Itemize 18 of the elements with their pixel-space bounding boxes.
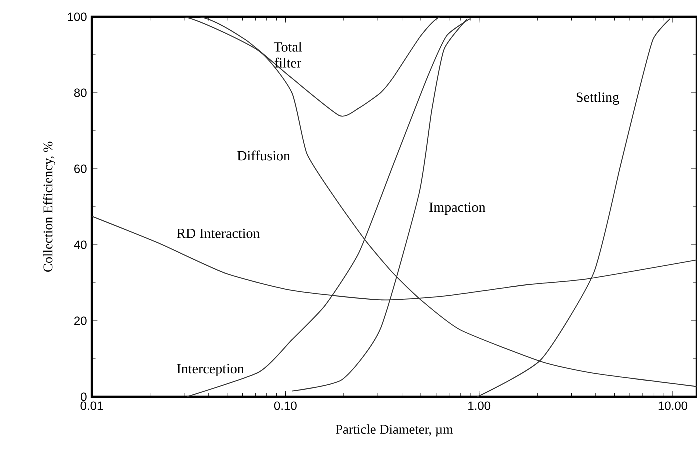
annotation: Interception bbox=[177, 364, 244, 376]
y-axis-title: Collection Efficiency, % bbox=[43, 142, 56, 272]
y-tick-label: 60 bbox=[74, 164, 87, 174]
annotation: Settling bbox=[576, 92, 620, 106]
annotation: Total filter bbox=[274, 42, 302, 68]
y-tick-label: 0 bbox=[81, 392, 87, 402]
annotation: RD Interaction bbox=[177, 228, 260, 238]
y-tick-label: 100 bbox=[68, 12, 87, 22]
annotation: Impaction bbox=[430, 202, 486, 216]
x-tick-label: 0.01 bbox=[80, 402, 104, 410]
x-axis-title: Particle Diameter, µm bbox=[336, 424, 454, 437]
x-tick-label: 1.00 bbox=[468, 402, 491, 410]
y-tick-label: 20 bbox=[74, 316, 87, 326]
y-tick-label: 80 bbox=[74, 88, 87, 98]
y-tick-label: 40 bbox=[74, 240, 87, 250]
annotation: Diffusion bbox=[238, 150, 290, 161]
x-tick-label: 0.10 bbox=[274, 402, 297, 410]
x-tick-label: 10.00 bbox=[658, 402, 688, 410]
